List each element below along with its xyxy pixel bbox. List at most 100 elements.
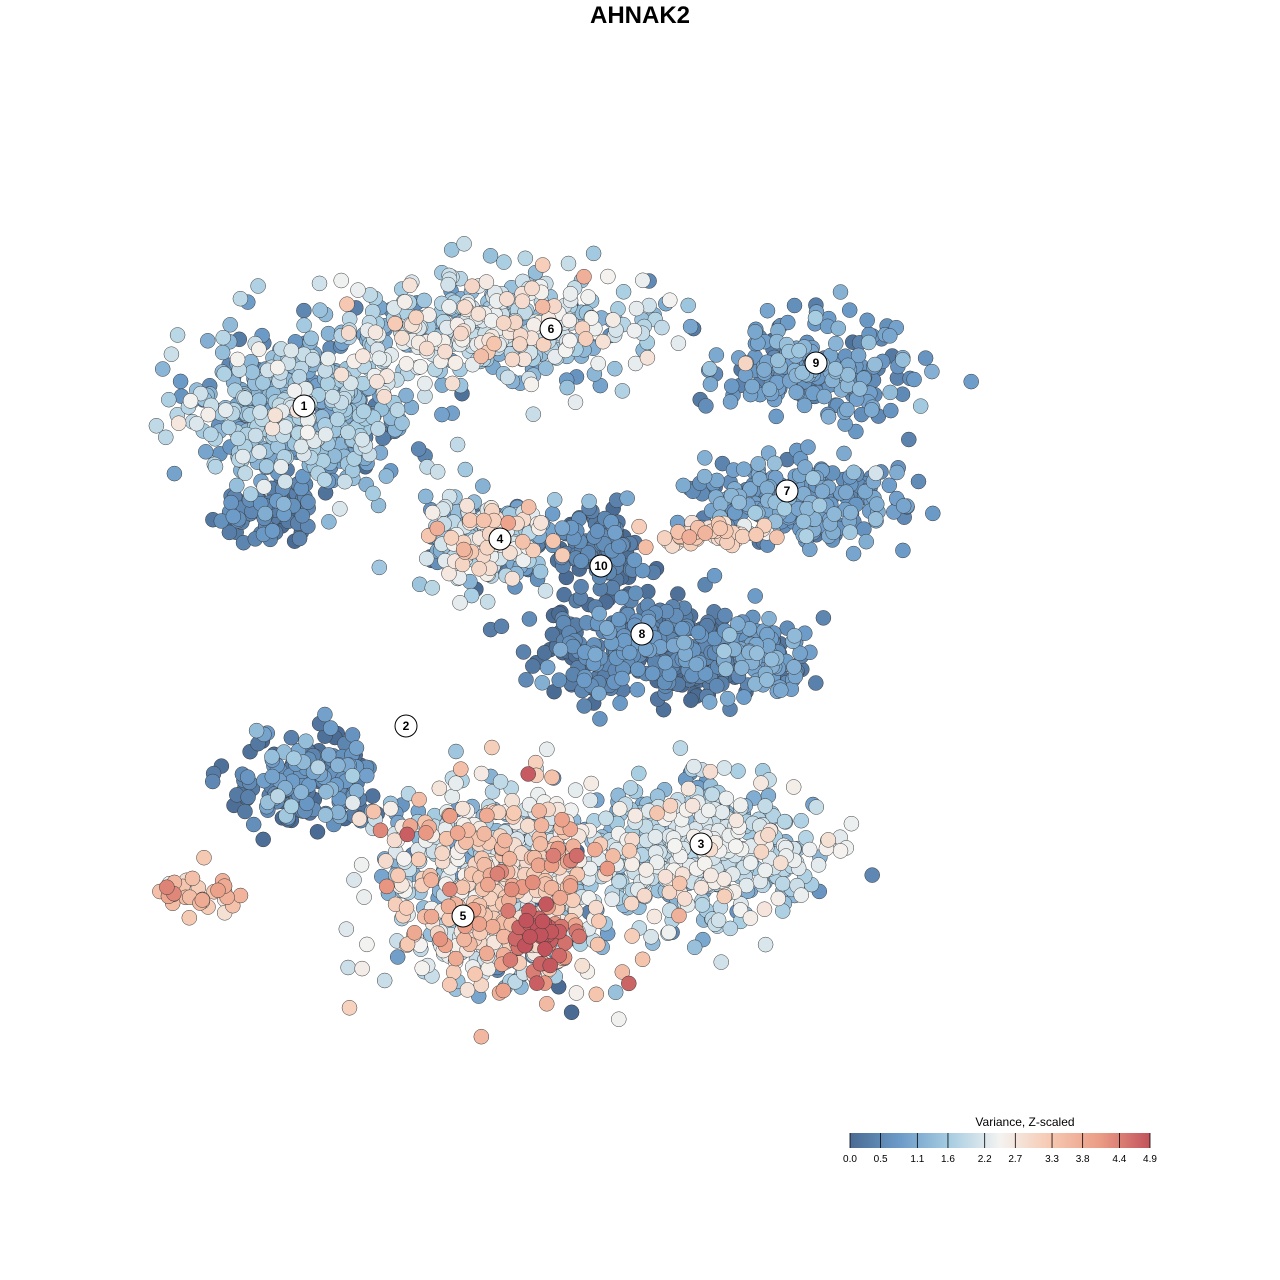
data-point xyxy=(607,984,624,1001)
data-point xyxy=(545,847,562,864)
data-point xyxy=(204,773,221,790)
data-point xyxy=(184,870,201,887)
data-point xyxy=(251,444,267,460)
data-point xyxy=(688,656,705,673)
data-point xyxy=(605,312,621,328)
data-point xyxy=(526,317,542,333)
data-point xyxy=(868,465,884,481)
data-point xyxy=(576,268,592,285)
data-point xyxy=(630,661,646,678)
data-point xyxy=(649,805,665,821)
data-point xyxy=(560,255,577,272)
data-point xyxy=(703,867,719,884)
data-point xyxy=(882,384,898,401)
cluster-label-text: 9 xyxy=(813,356,820,370)
data-point xyxy=(424,504,441,521)
data-point xyxy=(581,493,597,510)
data-point xyxy=(772,855,789,871)
data-point xyxy=(733,660,750,676)
data-point xyxy=(216,366,232,382)
data-point xyxy=(351,811,368,827)
data-point xyxy=(411,791,427,808)
data-point xyxy=(925,505,941,522)
data-point xyxy=(503,881,520,898)
data-point xyxy=(264,768,281,785)
data-point xyxy=(462,512,478,528)
data-point xyxy=(390,867,406,884)
cluster-label-4: 4 xyxy=(488,527,512,551)
data-point xyxy=(240,789,256,805)
data-point xyxy=(848,423,864,440)
data-point xyxy=(210,882,226,899)
data-point xyxy=(785,779,802,795)
data-point xyxy=(370,421,386,437)
data-point xyxy=(675,477,692,494)
data-point xyxy=(456,236,472,252)
data-point xyxy=(757,936,774,953)
data-point xyxy=(355,348,371,364)
data-point xyxy=(515,644,532,660)
data-point xyxy=(682,318,699,335)
data-point xyxy=(704,786,720,803)
data-point xyxy=(200,406,217,423)
data-point xyxy=(525,406,542,422)
data-point xyxy=(255,831,271,848)
data-point xyxy=(434,845,450,861)
data-point xyxy=(223,494,239,511)
data-point xyxy=(810,857,827,873)
data-point xyxy=(398,356,415,372)
data-point xyxy=(587,841,603,858)
data-point xyxy=(359,936,375,953)
data-point xyxy=(841,302,858,318)
data-point xyxy=(198,444,214,460)
data-point xyxy=(431,780,448,797)
data-point xyxy=(159,879,175,895)
data-point xyxy=(805,470,821,486)
data-point xyxy=(832,284,849,300)
data-point xyxy=(882,328,898,344)
data-point xyxy=(376,972,393,989)
data-point xyxy=(768,408,784,425)
data-point xyxy=(419,340,435,357)
data-point xyxy=(832,843,849,859)
data-point xyxy=(533,515,549,531)
data-point xyxy=(365,485,381,502)
data-point xyxy=(706,567,723,584)
cluster-label-text: 3 xyxy=(698,837,705,851)
legend-tick-label: 3.3 xyxy=(1045,1154,1059,1165)
data-point xyxy=(534,257,551,273)
legend-tick-label: 4.4 xyxy=(1112,1154,1126,1165)
data-point xyxy=(354,960,370,977)
data-point xyxy=(496,254,512,270)
data-point xyxy=(376,389,393,405)
data-point xyxy=(568,985,585,1001)
data-point xyxy=(736,689,752,705)
data-point xyxy=(587,646,604,663)
data-point xyxy=(756,362,772,378)
data-point xyxy=(793,812,809,829)
data-point xyxy=(264,420,281,437)
data-point xyxy=(369,373,385,390)
data-point xyxy=(296,302,312,319)
data-point xyxy=(795,513,812,530)
data-point xyxy=(215,329,231,346)
data-point xyxy=(484,739,500,756)
data-point xyxy=(681,529,698,545)
legend-title: Variance, Z-scaled xyxy=(975,1115,1075,1129)
data-point xyxy=(561,312,578,329)
data-point xyxy=(708,678,725,694)
data-point xyxy=(500,369,516,386)
data-point xyxy=(232,290,249,307)
data-point xyxy=(591,685,607,702)
data-point xyxy=(493,618,510,635)
data-point xyxy=(776,813,793,830)
data-point xyxy=(207,458,224,475)
data-point xyxy=(257,505,273,522)
data-point xyxy=(624,856,640,873)
data-point xyxy=(154,361,171,377)
data-point xyxy=(761,381,778,397)
data-point xyxy=(476,826,493,842)
data-point xyxy=(676,891,693,907)
data-point xyxy=(807,310,824,326)
